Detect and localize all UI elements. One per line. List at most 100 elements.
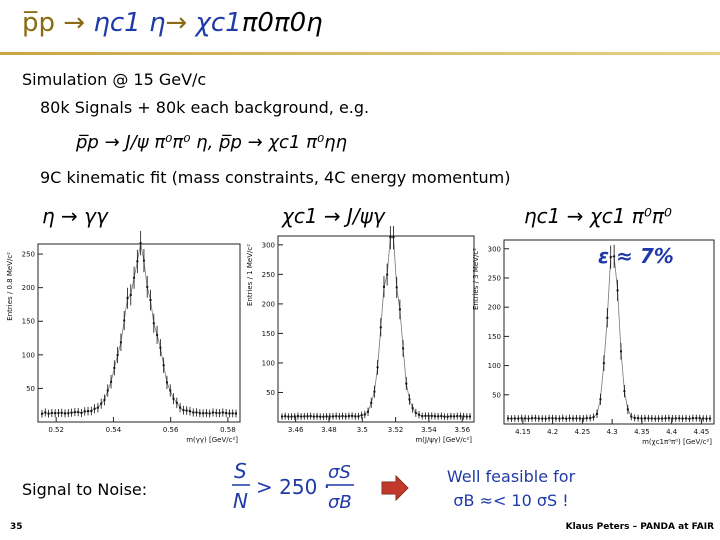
data-point: [541, 417, 544, 420]
data-point: [106, 389, 109, 392]
histogram-etac1-chic1-pi0pi0: 4.15 4.2 4.25 4.3 4.35 4.4 4.45 50 100 150 200 250 3…: [472, 239, 715, 446]
title-eta-c1: ηc1: [93, 8, 141, 38]
data-point: [453, 415, 456, 418]
histogram-eta-gamma-gamma: 0.52 0.54 0.56 0.58 50 100 150 200 250 m(γγ) [GeV…: [6, 231, 241, 444]
data-point: [449, 415, 452, 418]
data-point: [192, 411, 195, 414]
y-tick-label: 100: [262, 359, 275, 367]
signals-text: 80k Signals + 80k each background, e.g.: [40, 98, 370, 117]
fit-curve: [281, 236, 471, 418]
data-point: [437, 415, 440, 418]
data-point: [685, 417, 688, 420]
histogram-chic1-jpsi-gamma: 3.46 3.48 3.5 3.52 3.54 3.56 50 100 150 200 250 300…: [246, 226, 475, 444]
data-point: [110, 380, 113, 383]
data-point: [296, 415, 299, 418]
data-point: [367, 410, 370, 413]
data-point: [582, 417, 585, 420]
data-point: [202, 412, 205, 415]
title-pp: p̅p: [22, 8, 56, 38]
data-point: [524, 417, 527, 420]
feasible-line-2: σB ≈< 10 σS !: [453, 491, 569, 510]
x-tick-label: 4.25: [575, 428, 591, 436]
data-point: [637, 417, 640, 420]
data-point: [195, 411, 198, 414]
s2n-N: N: [233, 489, 248, 513]
signal-to-noise-label: Signal to Noise:: [22, 480, 148, 499]
data-point: [156, 333, 159, 336]
red-arrow-icon: [381, 475, 409, 501]
y-tick-label: 50: [266, 389, 275, 397]
data-point: [623, 390, 626, 393]
data-point: [44, 411, 47, 414]
plot-frame: [277, 235, 475, 423]
y-tick-label: 250: [22, 251, 35, 259]
data-point: [90, 409, 93, 412]
data-point: [100, 402, 103, 405]
data-point: [300, 415, 303, 418]
data-point: [376, 366, 379, 369]
data-point: [681, 417, 684, 420]
data-point: [185, 409, 188, 412]
data-point: [414, 411, 417, 414]
data-point: [152, 322, 155, 325]
y-tick-label: 150: [22, 318, 35, 326]
x-tick-label: 3.5: [357, 426, 368, 434]
data-point: [113, 366, 116, 369]
s2n-S: S: [234, 459, 247, 483]
data-point: [544, 417, 547, 420]
data-point: [235, 412, 237, 415]
data-point: [146, 285, 149, 288]
y-tick-label: 250: [262, 271, 275, 279]
data-point: [705, 417, 708, 420]
x-tick-label: 4.2: [547, 428, 558, 436]
data-point: [698, 417, 701, 420]
data-point: [357, 415, 360, 418]
panel-3-title: ηc1 → χc1 π⁰π⁰: [524, 204, 672, 228]
x-tick-label: 0.52: [48, 426, 64, 434]
data-point: [87, 410, 90, 413]
x-tick-label: 4.45: [694, 428, 710, 436]
data-point: [379, 326, 382, 329]
data-point: [303, 415, 306, 418]
data-point: [41, 412, 43, 415]
data-point: [402, 347, 405, 350]
x-axis-label: m(J/ψγ) [GeV/c²]: [415, 436, 472, 444]
x-tick-label: 0.56: [163, 426, 179, 434]
data-point: [225, 412, 228, 415]
data-point: [596, 412, 599, 415]
data-point: [54, 412, 57, 415]
title-pi0pi0: π0π0: [241, 8, 307, 38]
data-point: [309, 415, 312, 418]
data-point: [709, 417, 711, 420]
data-point: [616, 289, 619, 292]
panel-2-title: χc1 → J/ψγ: [282, 204, 385, 228]
data-point: [338, 415, 341, 418]
histogram-panels: 0.52 0.54 0.56 0.58 50 100 150 200 250 m(γγ) [GeV…: [6, 226, 715, 446]
panel-1-title: η → γγ: [42, 204, 108, 228]
y-axis-label: Entries / 3 MeV/c²: [472, 248, 480, 310]
data-point: [73, 411, 76, 414]
data-point: [198, 412, 201, 415]
data-point: [80, 411, 83, 414]
s2n-formula-graphic: S N > 250 · σS σB: [232, 459, 354, 513]
data-point: [319, 415, 322, 418]
reactions-formula: p̅p → J/ψ π⁰π⁰ η, p̅p → χc1 π⁰ηη: [76, 132, 347, 153]
data-point: [647, 417, 650, 420]
data-point: [370, 401, 373, 404]
data-point: [411, 407, 414, 410]
data-point: [182, 409, 185, 412]
x-tick-label: 4.35: [634, 428, 650, 436]
data-point: [418, 413, 421, 416]
data-point: [695, 417, 698, 420]
data-point: [231, 412, 234, 415]
data-point: [640, 417, 643, 420]
data-point: [578, 417, 581, 420]
data-point: [116, 354, 119, 357]
s2n-sigma-s: σS: [328, 462, 351, 483]
x-tick-label: 3.46: [288, 426, 304, 434]
data-point: [469, 415, 471, 418]
title-eta2: η: [306, 8, 323, 38]
data-point: [211, 411, 214, 414]
data-point: [585, 417, 588, 420]
data-point: [602, 362, 605, 365]
